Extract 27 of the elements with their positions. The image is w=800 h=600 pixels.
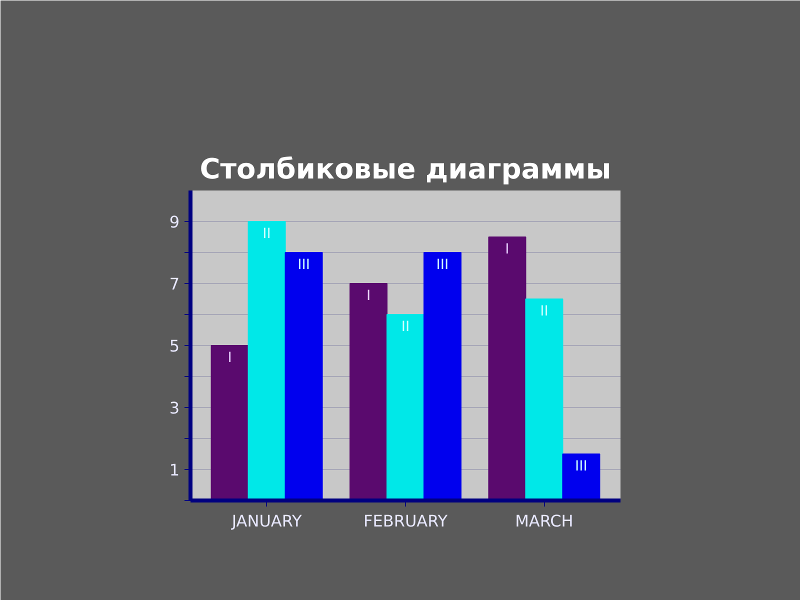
text: III xyxy=(575,458,588,475)
text: II xyxy=(262,226,271,242)
y-tick-label: 3 xyxy=(169,398,180,418)
bar xyxy=(248,221,286,500)
series-label: I xyxy=(228,350,232,366)
bar xyxy=(488,236,526,500)
bar xyxy=(386,314,424,500)
bar xyxy=(350,283,388,500)
text: III xyxy=(436,257,449,274)
y-tick-label: 1 xyxy=(169,460,180,480)
series-label: III xyxy=(298,257,310,274)
y-tick-label: 9 xyxy=(169,212,180,232)
bar xyxy=(284,252,323,500)
text: I xyxy=(505,242,510,258)
y-tick-label: 7 xyxy=(169,274,180,294)
bar xyxy=(525,298,564,500)
text: II xyxy=(540,304,548,320)
chart-title: Столбиковые диаграммы xyxy=(200,152,612,186)
x-tick-label: FEBRUARY xyxy=(364,512,448,530)
x-tick-label: MARCH xyxy=(515,512,574,530)
bar xyxy=(562,454,600,500)
bar xyxy=(423,252,462,500)
x-tick-label: JANUARY xyxy=(230,512,302,530)
y-tick-label: 5 xyxy=(169,336,180,356)
series-label: II xyxy=(401,319,410,336)
bar xyxy=(210,345,249,500)
text: I xyxy=(366,288,371,304)
